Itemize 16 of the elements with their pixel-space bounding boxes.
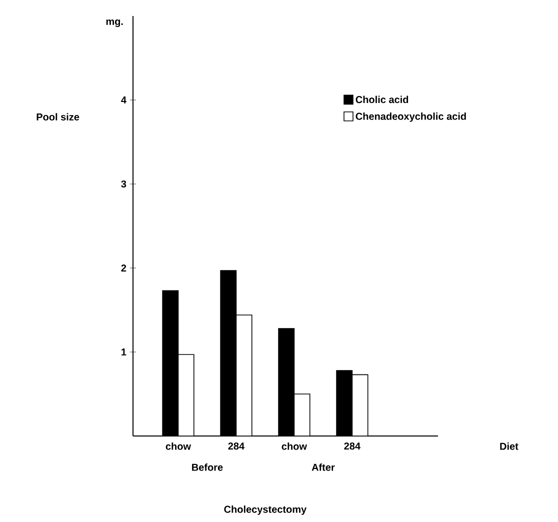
x-tick-label: chow [166, 442, 192, 450]
y-tick-label: 3 [121, 180, 126, 188]
text: Diet [500, 442, 518, 450]
y-axis-title: Pool size [36, 113, 80, 120]
text: Before [192, 464, 223, 471]
x-tick-label: 284 [228, 442, 244, 450]
text: After [312, 464, 335, 471]
x-tick-label: 284 [344, 442, 360, 450]
text: Cholecystectomy [224, 506, 307, 515]
x-tick-label: chow [282, 442, 308, 450]
y-tick-label: 2 [121, 264, 126, 272]
text: mg. [106, 20, 123, 28]
y-tick-label: 1 [122, 348, 126, 356]
y-tick-label: 4 [121, 96, 126, 104]
legend-label: Chenadeoxycholic acid [356, 112, 466, 122]
legend-label: Cholic acid [356, 96, 408, 104]
